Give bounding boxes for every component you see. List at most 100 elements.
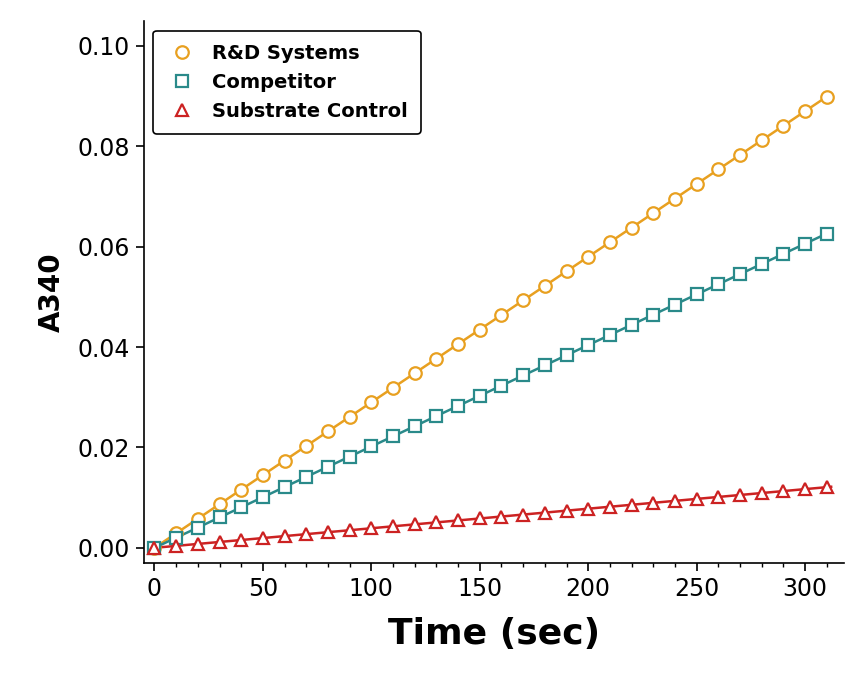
R&D Systems	[388, 383, 398, 392]
Substrate Control	[432, 518, 442, 526]
R&D Systems	[171, 529, 182, 537]
R&D Systems	[800, 107, 811, 115]
R&D Systems	[583, 252, 593, 261]
Substrate Control	[409, 520, 420, 528]
X-axis label: Time (sec): Time (sec)	[388, 617, 600, 652]
Competitor	[561, 351, 572, 359]
R&D Systems	[605, 238, 615, 246]
Substrate Control	[713, 493, 723, 501]
R&D Systems	[258, 471, 268, 480]
Competitor	[626, 320, 637, 329]
Competitor	[366, 442, 376, 451]
Substrate Control	[626, 501, 637, 509]
R&D Systems	[215, 500, 225, 508]
Competitor	[171, 534, 182, 542]
Competitor	[323, 462, 333, 471]
Competitor	[236, 503, 247, 511]
Legend: R&D Systems, Competitor, Substrate Control: R&D Systems, Competitor, Substrate Contr…	[153, 31, 421, 134]
R&D Systems	[150, 544, 160, 552]
R&D Systems	[432, 355, 442, 363]
R&D Systems	[453, 340, 464, 348]
R&D Systems	[670, 194, 680, 202]
Substrate Control	[258, 534, 268, 542]
Substrate Control	[301, 530, 311, 539]
Substrate Control	[497, 512, 507, 521]
Substrate Control	[215, 538, 225, 546]
Competitor	[605, 331, 615, 339]
Substrate Control	[344, 526, 355, 534]
Competitor	[150, 544, 160, 552]
R&D Systems	[344, 413, 355, 421]
Substrate Control	[150, 544, 160, 552]
Competitor	[800, 239, 811, 248]
R&D Systems	[713, 165, 723, 174]
R&D Systems	[518, 296, 529, 305]
Competitor	[279, 483, 290, 491]
Competitor	[757, 260, 767, 268]
Line: Substrate Control: Substrate Control	[148, 481, 833, 554]
Substrate Control	[366, 524, 376, 532]
R&D Systems	[366, 398, 376, 406]
Substrate Control	[648, 499, 658, 507]
Competitor	[583, 341, 593, 349]
Competitor	[518, 371, 529, 379]
Substrate Control	[236, 536, 247, 544]
Competitor	[670, 300, 680, 309]
Substrate Control	[475, 514, 485, 523]
Substrate Control	[561, 506, 572, 514]
R&D Systems	[497, 311, 507, 319]
Competitor	[497, 381, 507, 390]
R&D Systems	[648, 209, 658, 217]
R&D Systems	[475, 325, 485, 333]
Competitor	[475, 392, 485, 400]
R&D Systems	[626, 224, 637, 232]
Substrate Control	[171, 542, 182, 550]
Competitor	[344, 453, 355, 461]
R&D Systems	[757, 136, 767, 144]
R&D Systems	[735, 151, 746, 159]
Substrate Control	[453, 517, 464, 525]
Competitor	[215, 513, 225, 521]
Substrate Control	[279, 532, 290, 540]
Substrate Control	[193, 540, 203, 548]
Competitor	[409, 422, 420, 430]
Competitor	[691, 290, 702, 298]
Line: Competitor: Competitor	[148, 227, 833, 554]
R&D Systems	[323, 427, 333, 436]
Y-axis label: A340: A340	[38, 252, 66, 331]
R&D Systems	[193, 514, 203, 523]
Competitor	[453, 402, 464, 410]
Competitor	[648, 311, 658, 319]
Substrate Control	[757, 489, 767, 497]
R&D Systems	[778, 121, 789, 130]
Competitor	[735, 270, 746, 279]
Competitor	[432, 412, 442, 420]
Substrate Control	[822, 483, 832, 491]
Substrate Control	[670, 497, 680, 505]
Substrate Control	[323, 528, 333, 536]
R&D Systems	[279, 456, 290, 464]
Substrate Control	[800, 485, 811, 493]
Competitor	[258, 493, 268, 501]
Competitor	[778, 250, 789, 258]
Substrate Control	[735, 491, 746, 499]
R&D Systems	[691, 180, 702, 188]
R&D Systems	[822, 93, 832, 101]
Substrate Control	[691, 495, 702, 503]
Competitor	[540, 362, 550, 370]
R&D Systems	[561, 267, 572, 275]
Competitor	[301, 473, 311, 481]
R&D Systems	[236, 486, 247, 494]
Substrate Control	[605, 503, 615, 511]
Substrate Control	[583, 505, 593, 513]
Competitor	[713, 280, 723, 288]
Line: R&D Systems: R&D Systems	[148, 91, 833, 554]
Substrate Control	[388, 522, 398, 530]
Substrate Control	[778, 487, 789, 495]
Substrate Control	[540, 508, 550, 517]
Substrate Control	[518, 510, 529, 519]
R&D Systems	[540, 282, 550, 290]
Competitor	[193, 523, 203, 532]
R&D Systems	[301, 442, 311, 450]
Competitor	[388, 432, 398, 440]
